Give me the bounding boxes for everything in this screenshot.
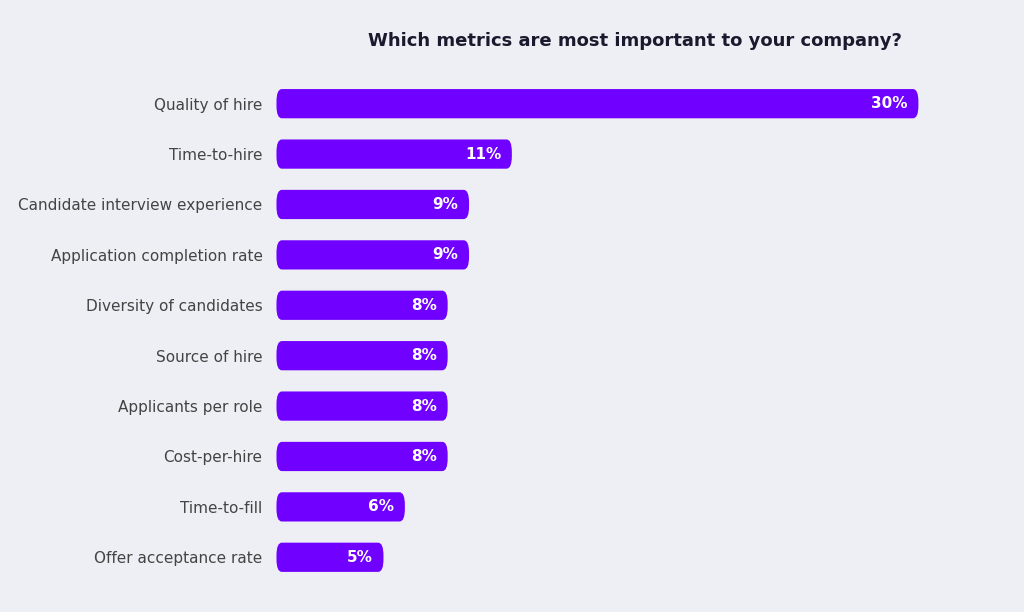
Text: 8%: 8% — [411, 449, 437, 464]
FancyBboxPatch shape — [276, 89, 919, 118]
FancyBboxPatch shape — [276, 543, 383, 572]
Text: 30%: 30% — [871, 96, 907, 111]
FancyBboxPatch shape — [276, 392, 447, 420]
FancyBboxPatch shape — [276, 291, 447, 320]
Title: Which metrics are most important to your company?: Which metrics are most important to your… — [368, 32, 902, 50]
FancyBboxPatch shape — [276, 442, 447, 471]
Text: 8%: 8% — [411, 398, 437, 414]
Text: 6%: 6% — [369, 499, 394, 514]
FancyBboxPatch shape — [276, 492, 404, 521]
Text: 9%: 9% — [432, 247, 459, 263]
Text: 8%: 8% — [411, 298, 437, 313]
FancyBboxPatch shape — [276, 241, 469, 269]
Text: 8%: 8% — [411, 348, 437, 363]
FancyBboxPatch shape — [276, 190, 469, 219]
Text: 9%: 9% — [432, 197, 459, 212]
FancyBboxPatch shape — [276, 140, 512, 169]
Text: 11%: 11% — [465, 147, 501, 162]
FancyBboxPatch shape — [276, 341, 447, 370]
Text: 5%: 5% — [347, 550, 373, 565]
